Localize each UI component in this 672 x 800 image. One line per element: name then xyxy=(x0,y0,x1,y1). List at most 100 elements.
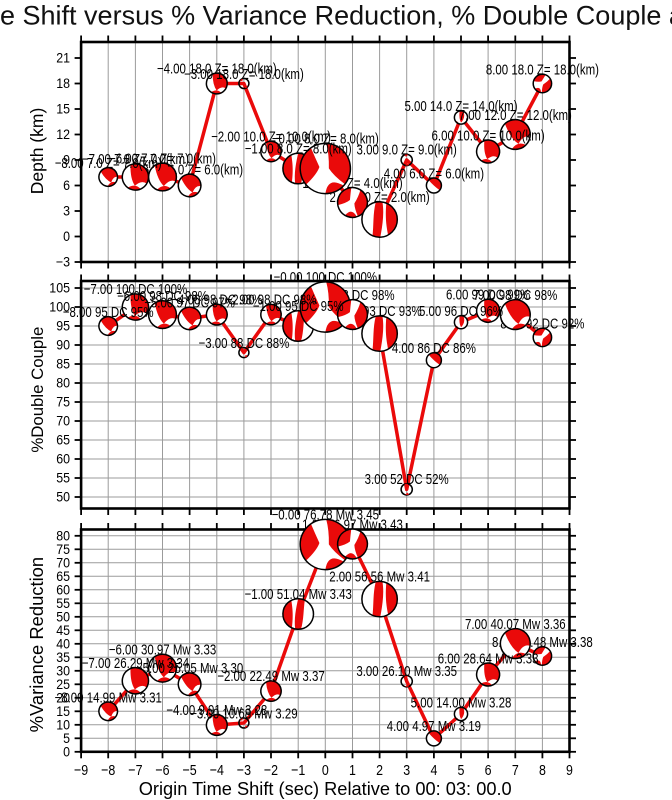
svg-text:4.00 6.0 Z= 6.0(km): 4.00 6.0 Z= 6.0(km) xyxy=(384,166,484,182)
svg-text:45: 45 xyxy=(56,623,70,638)
svg-text:40: 40 xyxy=(56,636,70,651)
svg-text:−1.00 95 DC 95%: −1.00 95 DC 95% xyxy=(253,299,344,315)
svg-text:−6.00 7.0 Z= 7.0(km): −6.00 7.0 Z= 7.0(km) xyxy=(109,151,216,167)
svg-text:−5: −5 xyxy=(183,762,197,779)
svg-text:12: 12 xyxy=(56,127,70,142)
svg-text:95: 95 xyxy=(56,319,70,334)
svg-text:70: 70 xyxy=(56,555,70,570)
svg-text:7.00 40.07 Mw 3.36: 7.00 40.07 Mw 3.36 xyxy=(465,617,566,633)
svg-text:5.00 14.00 Mw 3.28: 5.00 14.00 Mw 3.28 xyxy=(411,696,512,712)
svg-text:70: 70 xyxy=(56,414,70,429)
svg-text:15: 15 xyxy=(56,102,70,117)
svg-text:4.00 4.97 Mw 3.19: 4.00 4.97 Mw 3.19 xyxy=(387,719,481,735)
svg-text:−9: −9 xyxy=(74,762,88,779)
svg-text:7: 7 xyxy=(512,762,519,779)
svg-text:−0.00 8.0 Z= 8.0(km): −0.00 8.0 Z= 8.0(km) xyxy=(272,132,379,148)
svg-text:−5.00 97 DC 97%: −5.00 97 DC 97% xyxy=(144,295,235,311)
svg-text:5.00 96 DC 96%: 5.00 96 DC 96% xyxy=(419,304,503,320)
svg-text:8.00 18.0 Z= 18.0(km): 8.00 18.0 Z= 18.0(km) xyxy=(486,63,599,79)
svg-text:35: 35 xyxy=(56,650,70,665)
svg-text:7.00 12.0 Z= 12.0(km): 7.00 12.0 Z= 12.0(km) xyxy=(459,108,572,124)
svg-text:6: 6 xyxy=(485,762,492,779)
svg-text:1: 1 xyxy=(349,762,356,779)
svg-text:−2.00 10.0 Z= 10.0(km): −2.00 10.0 Z= 10.0(km) xyxy=(211,130,331,146)
svg-text:4: 4 xyxy=(430,762,437,779)
svg-text:5.00 14.0 Z= 14.0(km): 5.00 14.0 Z= 14.0(km) xyxy=(404,99,517,115)
svg-text:21: 21 xyxy=(56,51,70,66)
svg-text:−2.00 98 DC 98%: −2.00 98 DC 98% xyxy=(226,293,317,309)
svg-text:75: 75 xyxy=(56,542,70,557)
svg-text:55: 55 xyxy=(56,596,70,611)
svg-text:−7.00 7.0 Z= 7.0(km): −7.00 7.0 Z= 7.0(km) xyxy=(82,152,189,168)
svg-text:90: 90 xyxy=(56,338,70,353)
svg-text:3.00 52 DC 52%: 3.00 52 DC 52% xyxy=(365,472,449,488)
svg-text:Origin Time Shift (sec) Relati: Origin Time Shift (sec) Relative to 00: … xyxy=(139,778,512,799)
svg-text:−0.00 100 DC 100%: −0.00 100 DC 100% xyxy=(274,270,378,286)
svg-text:9: 9 xyxy=(566,762,573,779)
svg-text:0: 0 xyxy=(63,744,70,759)
svg-text:3.00 9.0 Z= 9.0(km): 3.00 9.0 Z= 9.0(km) xyxy=(357,143,457,159)
svg-text:−6: −6 xyxy=(155,762,169,779)
svg-text:10: 10 xyxy=(56,717,70,732)
svg-text:8: 8 xyxy=(539,762,546,779)
svg-text:18: 18 xyxy=(56,76,70,91)
svg-text:60: 60 xyxy=(56,452,70,467)
svg-text:55: 55 xyxy=(56,471,70,486)
svg-text:−4.00 98 DC 98%: −4.00 98 DC 98% xyxy=(171,293,262,309)
svg-text:6.00 10.0 Z= 10.0(km): 6.00 10.0 Z= 10.0(km) xyxy=(432,128,545,144)
svg-text:−2: −2 xyxy=(264,762,278,779)
svg-text:2.00 56.56 Mw 3.41: 2.00 56.56 Mw 3.41 xyxy=(329,570,430,586)
svg-text:50: 50 xyxy=(56,609,70,624)
svg-text:75: 75 xyxy=(56,395,70,410)
svg-text:−1: −1 xyxy=(291,762,305,779)
svg-text:50: 50 xyxy=(56,490,70,505)
svg-text:3: 3 xyxy=(63,204,70,219)
svg-text:0: 0 xyxy=(63,229,70,244)
svg-text:−8.00 14.99 Mw 3.31: −8.00 14.99 Mw 3.31 xyxy=(55,690,162,706)
svg-text:−3.00 88 DC 88%: −3.00 88 DC 88% xyxy=(199,336,290,352)
svg-text:−3.00 10.68 Mw 3.29: −3.00 10.68 Mw 3.29 xyxy=(190,706,297,722)
svg-text:80: 80 xyxy=(56,528,70,543)
svg-text:85: 85 xyxy=(56,357,70,372)
svg-text:5: 5 xyxy=(458,762,465,779)
svg-text:−8.00 95 DC 95%: −8.00 95 DC 95% xyxy=(63,305,154,321)
svg-text:%Double Couple: %Double Couple xyxy=(28,327,47,453)
svg-text:−7: −7 xyxy=(128,762,142,779)
svg-text:25: 25 xyxy=(56,677,70,692)
svg-text:−3: −3 xyxy=(237,762,251,779)
svg-text:7.00 98 DC 98%: 7.00 98 DC 98% xyxy=(473,288,557,304)
svg-text:60: 60 xyxy=(56,582,70,597)
svg-text:−4.00 9.91 Mw 3.28: −4.00 9.91 Mw 3.28 xyxy=(166,703,267,719)
svg-text:−4.00 18.0 Z= 18.0(km): −4.00 18.0 Z= 18.0(km) xyxy=(157,61,277,77)
svg-text:15: 15 xyxy=(56,704,70,719)
svg-text:−6.00 30.97 Mw 3.33: −6.00 30.97 Mw 3.33 xyxy=(109,643,216,659)
svg-text:9: 9 xyxy=(63,153,70,168)
svg-text:30: 30 xyxy=(56,663,70,678)
svg-text:6.00 28.64 Mw 3.33: 6.00 28.64 Mw 3.33 xyxy=(438,651,539,667)
svg-text:105: 105 xyxy=(49,281,70,296)
svg-text:20: 20 xyxy=(56,690,70,705)
svg-text:−7.00 100 DC 100%: −7.00 100 DC 100% xyxy=(84,282,188,298)
svg-text:2: 2 xyxy=(376,762,383,779)
svg-text:5: 5 xyxy=(63,731,70,746)
svg-text:%Variance Reduction: %Variance Reduction xyxy=(26,557,47,733)
svg-text:−3.00 18.0 Z= 18.0(km): −3.00 18.0 Z= 18.0(km) xyxy=(184,67,304,83)
svg-text:6: 6 xyxy=(63,178,70,193)
svg-text:Depth (km): Depth (km) xyxy=(27,108,47,195)
svg-text:−2.00 22.49 Mw 3.37: −2.00 22.49 Mw 3.37 xyxy=(217,669,324,685)
svg-text:Origin Time Shift versus % Var: Origin Time Shift versus % Variance Redu… xyxy=(0,1,672,31)
svg-text:−7.00 26.29 Mw 3.34: −7.00 26.29 Mw 3.34 xyxy=(82,656,189,672)
svg-text:−4: −4 xyxy=(210,762,224,779)
svg-text:−1.00 8.0 Z= 8.0(km): −1.00 8.0 Z= 8.0(km) xyxy=(245,142,352,158)
svg-text:−0.00 76.78 Mw 3.45: −0.00 76.78 Mw 3.45 xyxy=(272,508,379,524)
svg-text:4.00 86 DC 86%: 4.00 86 DC 86% xyxy=(392,341,476,357)
svg-text:6.00 99 DC 99%: 6.00 99 DC 99% xyxy=(446,288,530,304)
svg-text:80: 80 xyxy=(56,376,70,391)
svg-text:0: 0 xyxy=(322,762,329,779)
svg-text:−8.00 7.0 Z= 7.0(km): −8.00 7.0 Z= 7.0(km) xyxy=(55,156,162,172)
svg-text:−8: −8 xyxy=(101,762,115,779)
svg-text:100: 100 xyxy=(49,300,70,315)
svg-text:65: 65 xyxy=(56,569,70,584)
svg-text:3.00 26.10 Mw 3.35: 3.00 26.10 Mw 3.35 xyxy=(356,664,457,680)
svg-text:−5.00 25.05 Mw 3.30: −5.00 25.05 Mw 3.30 xyxy=(136,661,243,677)
